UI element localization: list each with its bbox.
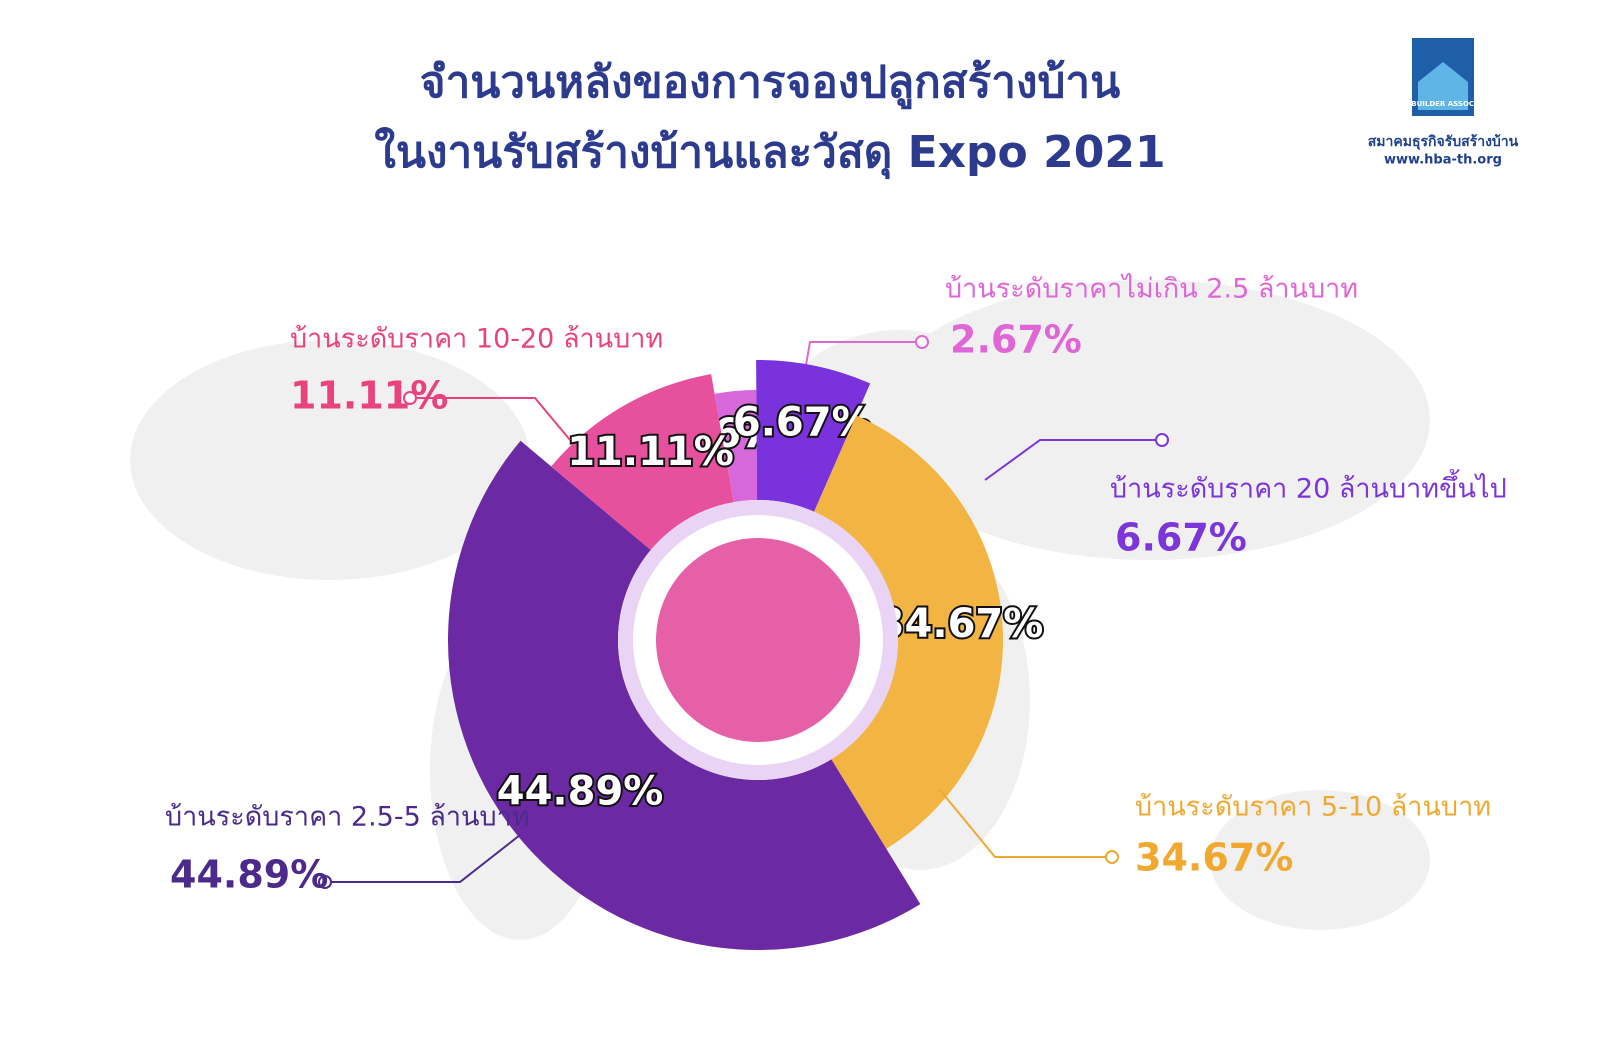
leader-line (984, 439, 1162, 481)
value-label: 34.67% (1135, 836, 1293, 880)
logo: HOME BUILDER ASSOCIATION สมาคมธุรกิจรับส… (1368, 38, 1519, 168)
value-label: 2.67% (950, 318, 1082, 362)
leader-line (939, 789, 1112, 858)
pie-slice (714, 390, 758, 503)
value-label: 6.67% (1115, 516, 1247, 560)
leader-line (325, 834, 521, 883)
chart-title: จำนวนหลังของการจองปลูกสร้างบ้าน (420, 57, 1120, 109)
pie-slice (447, 440, 921, 951)
slice-label: 11.11% (567, 429, 734, 475)
logo-mark: HOME BUILDER ASSOCIATION (1385, 100, 1501, 108)
center-disc (656, 538, 860, 742)
leader-dot (915, 335, 929, 349)
category-label: บ้านระดับราคา 5-10 ล้านบาท (1135, 792, 1491, 823)
leader-dot (318, 875, 332, 889)
category-label: บ้านระดับราคา 2.5-5 ล้านบาท (165, 802, 530, 833)
pie-slice (756, 360, 871, 512)
category-label: บ้านระดับราคา 10-20 ล้านบาท (290, 324, 663, 355)
leader-dot (1155, 433, 1169, 447)
logo-house (1418, 62, 1468, 110)
leader-line (410, 397, 571, 441)
logo-name: สมาคมธุรกิจรับสร้างบ้าน (1368, 134, 1519, 150)
leader-dot (403, 391, 417, 405)
logo-url: www.hba-th.org (1384, 153, 1502, 168)
value-label: 44.89% (170, 853, 328, 897)
category-label: บ้านระดับราคาไม่เกิน 2.5 ล้านบาท (945, 274, 1358, 305)
leader-dot (1105, 850, 1119, 864)
chart-subtitle: ในงานรับสร้างบ้านและวัสดุ Expo 2021 (374, 126, 1165, 180)
category-label: บ้านระดับราคา 20 ล้านบาทขึ้นไป (1110, 469, 1507, 505)
pie-slice (551, 374, 734, 550)
value-label: 11.11% (290, 374, 448, 418)
slice-label: 44.89% (497, 769, 664, 815)
pie-slice (814, 415, 1003, 849)
slice-label: 34.67% (877, 601, 1044, 647)
